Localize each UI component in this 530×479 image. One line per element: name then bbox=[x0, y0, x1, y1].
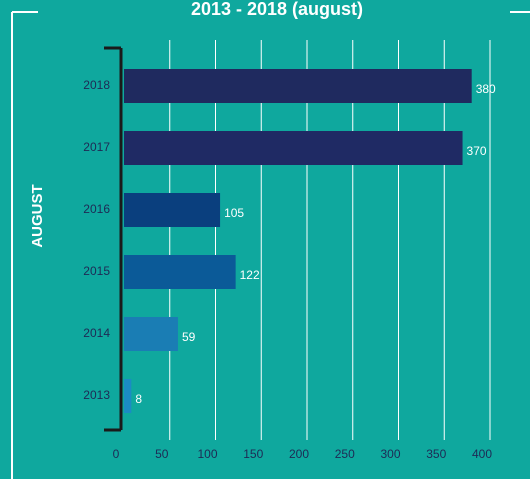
x-tick-label: 250 bbox=[335, 447, 355, 461]
y-tick-label: 2013 bbox=[83, 388, 110, 402]
y-tick-label: 2015 bbox=[83, 264, 110, 278]
y-tick-label: 2017 bbox=[83, 140, 110, 154]
value-label: 370 bbox=[467, 144, 487, 158]
y-tick-label: 2014 bbox=[83, 326, 110, 340]
value-label: 122 bbox=[240, 268, 260, 282]
x-tick-label: 150 bbox=[243, 447, 263, 461]
value-label: 105 bbox=[224, 206, 244, 220]
x-tick-label: 300 bbox=[380, 447, 400, 461]
bar bbox=[124, 69, 472, 103]
bar bbox=[124, 379, 132, 413]
bar bbox=[124, 317, 178, 351]
y-tick-label: 2016 bbox=[83, 202, 110, 216]
x-tick-label: 50 bbox=[155, 447, 169, 461]
value-label: 380 bbox=[476, 82, 496, 96]
x-tick-label: 350 bbox=[426, 447, 446, 461]
bar bbox=[124, 131, 463, 165]
x-tick-label: 100 bbox=[197, 447, 217, 461]
x-tick-label: 200 bbox=[289, 447, 309, 461]
bar bbox=[124, 193, 221, 227]
x-tick-label: 0 bbox=[113, 447, 120, 461]
y-tick-label: 2018 bbox=[83, 78, 110, 92]
x-tick-label: 400 bbox=[472, 447, 492, 461]
bar bbox=[124, 255, 236, 289]
chart-title: 2013 - 2018 (august) bbox=[191, 0, 363, 19]
y-axis-label: AUGUST bbox=[29, 184, 46, 247]
plot: 0 50 100 150 200 250 300 350 400 2018 380 2017 370 20… bbox=[83, 40, 496, 461]
value-label: 8 bbox=[135, 392, 142, 406]
value-label: 59 bbox=[182, 330, 196, 344]
